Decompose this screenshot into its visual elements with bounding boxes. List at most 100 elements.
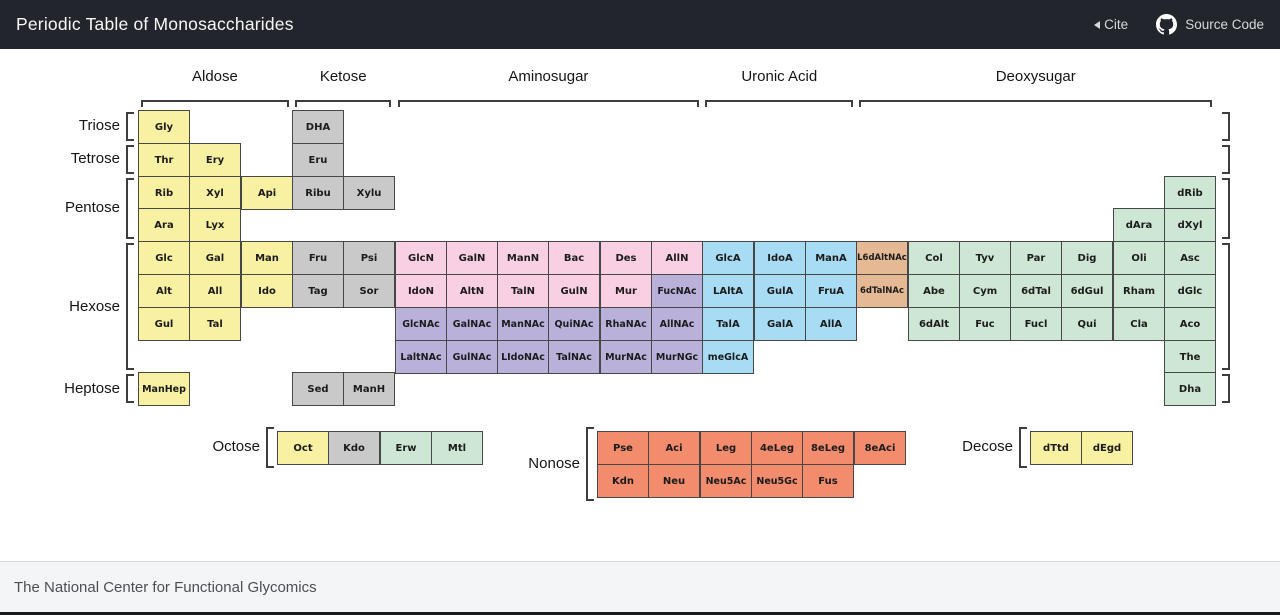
cell-Sor[interactable]: Sor (343, 274, 395, 308)
cell-TalNAc[interactable]: TalNAc (548, 340, 600, 374)
cell-Cym[interactable]: Cym (959, 274, 1011, 308)
cell-dGlc[interactable]: dGlc (1164, 274, 1216, 308)
cell-IdoN[interactable]: IdoN (395, 274, 447, 308)
cell-MurNAc[interactable]: MurNAc (600, 340, 652, 374)
cell-FucNAc[interactable]: FucNAc (651, 274, 703, 308)
cell-Eru[interactable]: Eru (292, 143, 344, 177)
cell-Neu5Ac[interactable]: Neu5Ac (700, 464, 752, 498)
cell-Xyl[interactable]: Xyl (189, 176, 241, 210)
cell-Kdn[interactable]: Kdn (597, 464, 649, 498)
cell-Fus[interactable]: Fus (802, 464, 854, 498)
cell-GlcA[interactable]: GlcA (702, 241, 754, 275)
cell-Sed[interactable]: Sed (292, 372, 344, 406)
cell-Rham[interactable]: Rham (1113, 274, 1165, 308)
cell-8eAci[interactable]: 8eAci (854, 431, 906, 465)
cell-LAltA[interactable]: LAltA (702, 274, 754, 308)
cell-Ribu[interactable]: Ribu (292, 176, 344, 210)
cell-ManNAc[interactable]: ManNAc (497, 307, 549, 341)
cell-Aco[interactable]: Aco (1164, 307, 1216, 341)
cell-Tyv[interactable]: Tyv (959, 241, 1011, 275)
cell-Leg[interactable]: Leg (700, 431, 752, 465)
cell-6dTalNAc[interactable]: 6dTalNAc (856, 274, 908, 308)
cell-QuiNAc[interactable]: QuiNAc (548, 307, 600, 341)
cell-Aci[interactable]: Aci (648, 431, 700, 465)
cell-dAra[interactable]: dAra (1113, 208, 1165, 242)
cell-Glc[interactable]: Glc (138, 241, 190, 275)
cite-button[interactable]: Cite (1094, 17, 1128, 32)
cell-GulNAc[interactable]: GulNAc (446, 340, 498, 374)
cell-Par[interactable]: Par (1010, 241, 1062, 275)
cell-Des[interactable]: Des (600, 241, 652, 275)
cell-MurNGc[interactable]: MurNGc (651, 340, 703, 374)
cell-Cla[interactable]: Cla (1113, 307, 1165, 341)
cell-ManHep[interactable]: ManHep (138, 372, 190, 406)
cell-Qui[interactable]: Qui (1061, 307, 1113, 341)
cell-Fru[interactable]: Fru (292, 241, 344, 275)
cell-ManN[interactable]: ManN (497, 241, 549, 275)
cell-6dGul[interactable]: 6dGul (1061, 274, 1113, 308)
cell-Erw[interactable]: Erw (380, 431, 432, 465)
cell-Tag[interactable]: Tag (292, 274, 344, 308)
cell-Oct[interactable]: Oct (277, 431, 329, 465)
cell-FruA[interactable]: FruA (805, 274, 857, 308)
cell-Dha[interactable]: Dha (1164, 372, 1216, 406)
cell-Xylu[interactable]: Xylu (343, 176, 395, 210)
cell-Gul[interactable]: Gul (138, 307, 190, 341)
cell-Bac[interactable]: Bac (548, 241, 600, 275)
cell-DHA[interactable]: DHA (292, 110, 344, 144)
cell-Pse[interactable]: Pse (597, 431, 649, 465)
cell-Mtl[interactable]: Mtl (431, 431, 483, 465)
cell-L6dAltNAc[interactable]: L6dAltNAc (856, 241, 908, 275)
cell-Col[interactable]: Col (908, 241, 960, 275)
cell-Asc[interactable]: Asc (1164, 241, 1216, 275)
cell-AllN[interactable]: AllN (651, 241, 703, 275)
cell-Gly[interactable]: Gly (138, 110, 190, 144)
cell-IdoA[interactable]: IdoA (754, 241, 806, 275)
cell-LaltNAc[interactable]: LaltNAc (395, 340, 447, 374)
cell-Psi[interactable]: Psi (343, 241, 395, 275)
cell-Alt[interactable]: Alt (138, 274, 190, 308)
cell-Api[interactable]: Api (241, 176, 293, 210)
cell-Fucl[interactable]: Fucl (1010, 307, 1062, 341)
cell-GalA[interactable]: GalA (754, 307, 806, 341)
cell-GalNAc[interactable]: GalNAc (446, 307, 498, 341)
cell-ManH[interactable]: ManH (343, 372, 395, 406)
cell-Neu[interactable]: Neu (648, 464, 700, 498)
cell-GalN[interactable]: GalN (446, 241, 498, 275)
cell-ManA[interactable]: ManA (805, 241, 857, 275)
cell-Fuc[interactable]: Fuc (959, 307, 1011, 341)
cell-6dAlt[interactable]: 6dAlt (908, 307, 960, 341)
cell-GulN[interactable]: GulN (548, 274, 600, 308)
cell-Ara[interactable]: Ara (138, 208, 190, 242)
cell-dTtd[interactable]: dTtd (1030, 431, 1082, 465)
cell-The[interactable]: The (1164, 340, 1216, 374)
cell-Rib[interactable]: Rib (138, 176, 190, 210)
cell-TalA[interactable]: TalA (702, 307, 754, 341)
cell-Abe[interactable]: Abe (908, 274, 960, 308)
cell-GulA[interactable]: GulA (754, 274, 806, 308)
cell-Lyx[interactable]: Lyx (189, 208, 241, 242)
cell-Neu5Gc[interactable]: Neu5Gc (751, 464, 803, 498)
cell-RhaNAc[interactable]: RhaNAc (600, 307, 652, 341)
cell-Gal[interactable]: Gal (189, 241, 241, 275)
cell-4eLeg[interactable]: 4eLeg (751, 431, 803, 465)
cell-Dig[interactable]: Dig (1061, 241, 1113, 275)
cell-AllA[interactable]: AllA (805, 307, 857, 341)
cell-AllNAc[interactable]: AllNAc (651, 307, 703, 341)
cell-Thr[interactable]: Thr (138, 143, 190, 177)
cell-8eLeg[interactable]: 8eLeg (802, 431, 854, 465)
cell-Tal[interactable]: Tal (189, 307, 241, 341)
cell-Ery[interactable]: Ery (189, 143, 241, 177)
cell-LIdoNAc[interactable]: LIdoNAc (497, 340, 549, 374)
cell-meGlcA[interactable]: meGlcA (702, 340, 754, 374)
cell-dEgd[interactable]: dEgd (1081, 431, 1133, 465)
cell-Kdo[interactable]: Kdo (328, 431, 380, 465)
cell-Oli[interactable]: Oli (1113, 241, 1165, 275)
cell-dRib[interactable]: dRib (1164, 176, 1216, 210)
cell-TalN[interactable]: TalN (497, 274, 549, 308)
source-code-link[interactable]: Source Code (1156, 14, 1264, 35)
cell-Ido[interactable]: Ido (241, 274, 293, 308)
cell-Man[interactable]: Man (241, 241, 293, 275)
cell-AltN[interactable]: AltN (446, 274, 498, 308)
cell-6dTal[interactable]: 6dTal (1010, 274, 1062, 308)
